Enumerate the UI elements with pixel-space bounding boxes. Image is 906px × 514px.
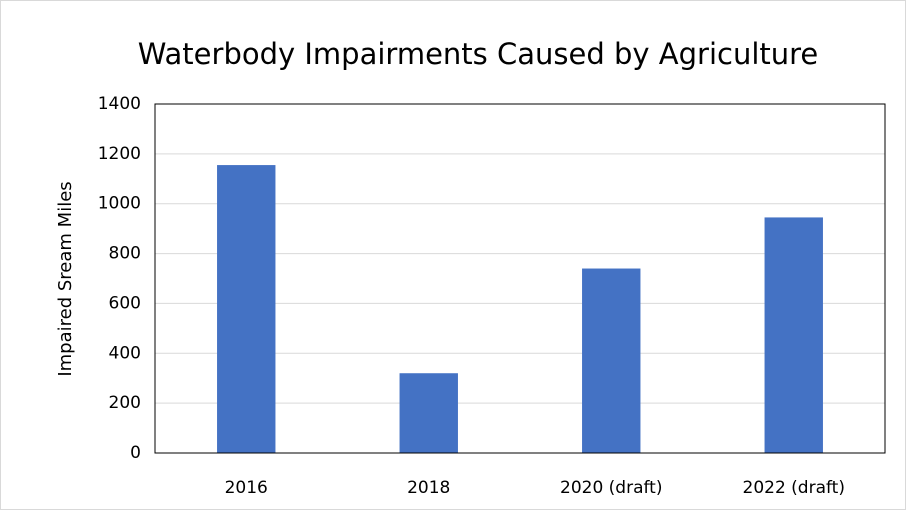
y-tick-label: 1400 bbox=[98, 94, 141, 114]
bar bbox=[217, 165, 276, 453]
y-tick-label: 400 bbox=[109, 343, 141, 363]
chart-title: Waterbody Impairments Caused by Agricult… bbox=[138, 37, 819, 71]
y-tick-label: 800 bbox=[109, 244, 141, 264]
x-tick-label: 2020 (draft) bbox=[560, 478, 662, 498]
y-tick-label: 200 bbox=[109, 393, 141, 413]
bar bbox=[764, 217, 823, 453]
y-tick-label: 0 bbox=[130, 443, 141, 463]
x-tick-label: 2016 bbox=[225, 478, 268, 498]
bar bbox=[399, 373, 458, 453]
x-tick-label: 2018 bbox=[407, 478, 450, 498]
x-tick-label: 2022 (draft) bbox=[743, 478, 845, 498]
y-tick-label: 1000 bbox=[98, 194, 141, 214]
bar bbox=[582, 268, 641, 453]
y-axis-label: Impaired Sream Miles bbox=[55, 181, 76, 376]
y-tick-label: 600 bbox=[109, 293, 141, 313]
plot-border bbox=[154, 103, 886, 454]
y-tick-label: 1200 bbox=[98, 144, 141, 164]
